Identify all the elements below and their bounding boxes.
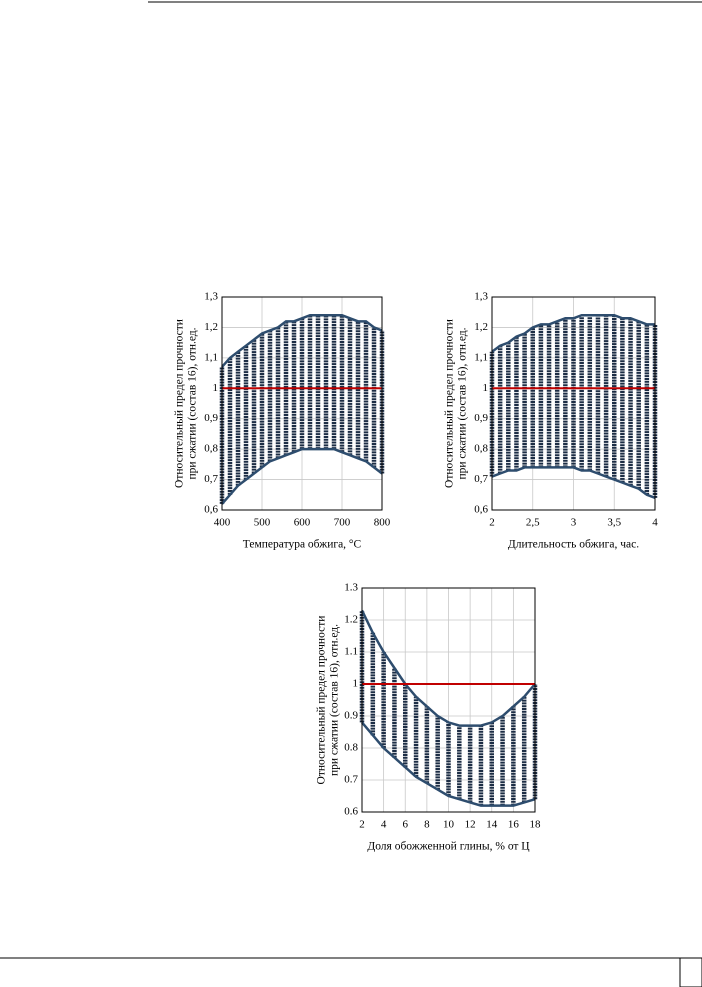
y-tick-label: 0,6 <box>474 504 488 516</box>
plot-frame <box>361 587 536 813</box>
y-tick-label: 1.2 <box>344 614 358 626</box>
y-axis-label: при сжатии (состав 16), отн.ед. <box>187 327 199 479</box>
y-tick-label: 0.9 <box>344 710 358 722</box>
x-tick-label: 2 <box>489 517 495 529</box>
y-tick-label: 0,7 <box>204 473 218 485</box>
x-tick-label: 3 <box>571 517 577 529</box>
x-tick-label: 600 <box>294 517 311 529</box>
y-tick-label: 0,8 <box>474 443 488 455</box>
plot-frame <box>491 296 656 511</box>
y-tick-label: 0,6 <box>204 504 218 516</box>
y-axis-label: Относительный предел прочности <box>174 319 186 488</box>
y-tick-label: 0,9 <box>204 412 218 424</box>
x-tick-label: 2 <box>359 819 365 831</box>
x-axis-label: Доля обожженной глины, % от Ц <box>367 841 530 853</box>
plot-frame <box>221 296 383 511</box>
page-number-box <box>679 957 702 987</box>
x-tick-label: 4 <box>652 517 658 529</box>
y-tick-label: 1,1 <box>204 351 218 363</box>
y-tick-label: 1 <box>353 678 359 690</box>
x-tick-label: 16 <box>508 819 520 831</box>
y-tick-label: 0,8 <box>204 443 218 455</box>
envelope-line <box>491 466 656 500</box>
y-tick-label: 1 <box>483 382 489 394</box>
y-tick-label: 1 <box>213 382 219 394</box>
x-tick-label: 18 <box>530 819 542 831</box>
y-tick-label: 1,2 <box>474 321 488 333</box>
y-tick-label: 1,3 <box>204 291 218 303</box>
x-tick-label: 14 <box>486 819 498 831</box>
x-tick-label: 800 <box>374 517 391 529</box>
y-axis-label: при сжатии (состав 16), отн.ед. <box>457 327 469 479</box>
envelope-line <box>360 609 536 727</box>
y-axis-label: Относительный предел прочности <box>316 616 328 785</box>
y-axis-label: Относительный предел прочности <box>444 319 456 488</box>
x-tick-label: 6 <box>403 819 409 831</box>
x-tick-label: 2,5 <box>526 517 540 529</box>
x-axis-label: Температура обжига, °С <box>243 539 362 551</box>
x-tick-label: 700 <box>334 517 351 529</box>
y-tick-label: 1,2 <box>204 321 218 333</box>
x-tick-label: 4 <box>381 819 387 831</box>
envelope-line <box>221 447 383 505</box>
x-tick-label: 8 <box>424 819 430 831</box>
x-axis-label: Длительность обжига, час. <box>508 539 639 551</box>
y-tick-label: 0,7 <box>474 473 488 485</box>
y-tick-label: 0.8 <box>344 742 358 754</box>
y-axis-label: при сжатии (состав 16), отн.ед. <box>329 624 341 776</box>
y-tick-label: 1.3 <box>344 582 358 594</box>
envelope-line <box>221 314 383 368</box>
x-tick-label: 10 <box>443 819 455 831</box>
y-tick-label: 1,3 <box>474 291 488 303</box>
envelope-line <box>491 314 655 353</box>
y-tick-label: 1,1 <box>474 351 488 363</box>
x-tick-label: 3,5 <box>607 517 621 529</box>
y-tick-label: 1.1 <box>344 646 358 658</box>
y-tick-label: 0.6 <box>344 806 358 818</box>
y-tick-label: 0.7 <box>344 774 358 786</box>
x-tick-label: 400 <box>214 517 231 529</box>
y-tick-label: 0,9 <box>474 412 488 424</box>
x-tick-label: 500 <box>254 517 271 529</box>
x-tick-label: 12 <box>465 819 476 831</box>
envelope-line <box>361 721 536 807</box>
